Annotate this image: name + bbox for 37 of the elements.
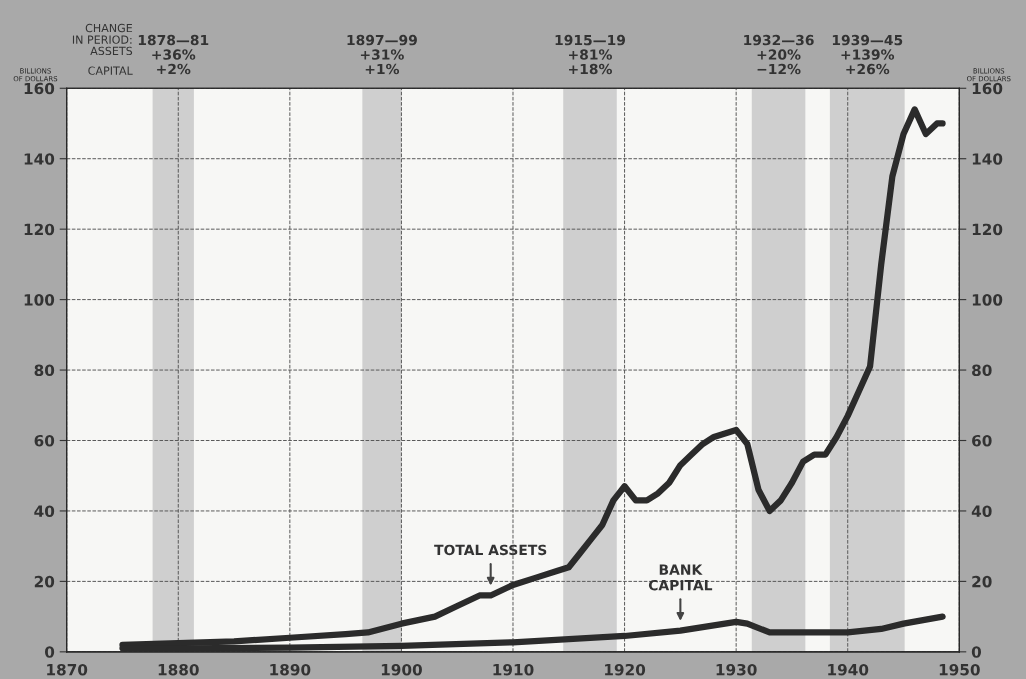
- x-tick-label: 1910: [493, 663, 534, 676]
- x-tick-label: 1890: [270, 663, 311, 676]
- y-tick-label: 140: [24, 153, 55, 165]
- y2-tick-label: 0: [971, 646, 982, 658]
- x-tick-label: 1940: [828, 663, 869, 676]
- y2-tick-label: 120: [972, 223, 1003, 236]
- y-tick-label: 80: [34, 364, 55, 377]
- band-label: 1897—99 +31% +1%: [347, 34, 417, 75]
- text: CHANGE IN PERIOD:: [72, 23, 133, 44]
- y2-tick-label: 20: [972, 575, 992, 588]
- annotation: TOTAL ASSETS: [434, 544, 547, 556]
- y-tick-label: 20: [34, 575, 55, 588]
- x-tick-label: 1920: [605, 663, 646, 676]
- band-label: 1939—45 +139% +26%: [832, 34, 903, 75]
- x-tick-label: 1870: [47, 663, 88, 676]
- y-tick-label: 100: [24, 294, 55, 306]
- text: ASSETS: [90, 46, 133, 56]
- y2-tick-label: 60: [972, 434, 992, 447]
- x-tick-label: 1950: [939, 663, 980, 676]
- x-tick-label: 1930: [716, 663, 757, 676]
- y2-tick-label: 160: [972, 82, 1003, 95]
- x-tick-label: 1880: [158, 663, 199, 676]
- y2-tick-label: 100: [972, 294, 1003, 306]
- y-tick-label: 0: [44, 646, 55, 658]
- y-tick-label: 40: [34, 505, 55, 517]
- y2-tick-label: 80: [972, 364, 992, 377]
- y2-tick-label: 40: [971, 505, 992, 517]
- y-tick-label: 160: [24, 82, 55, 95]
- annotation: BANK CAPITAL: [648, 564, 713, 591]
- band-label: 1915—19 +81% +18%: [555, 34, 626, 75]
- y-tick-label: 60: [34, 434, 55, 447]
- band-label: 1932—36 +20% −12%: [744, 34, 814, 75]
- y2-tick-label: 140: [972, 153, 1003, 165]
- x-tick-label: 1900: [381, 663, 422, 676]
- band-label: 1878—81 +36% +2%: [138, 34, 209, 75]
- text: CAPITAL: [88, 66, 133, 75]
- y-tick-label: 120: [24, 223, 55, 236]
